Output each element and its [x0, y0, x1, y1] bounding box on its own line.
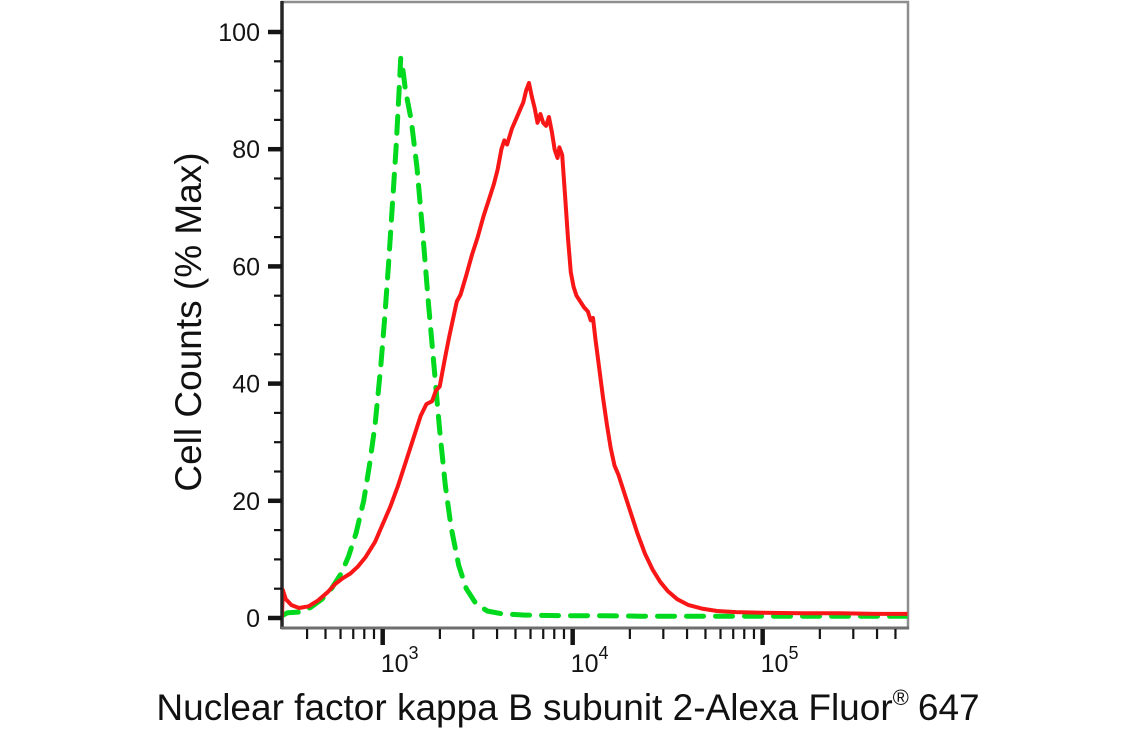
plot-border: [280, 0, 910, 630]
x-tick-label-1000: 103: [381, 643, 419, 678]
registered-trademark-symbol: ®: [892, 685, 909, 710]
x-axis-title: Nuclear factor kappa B subunit 2-Alexa F…: [0, 685, 1136, 729]
y-tick-label-20: 20: [232, 488, 260, 516]
y-tick-label-60: 60: [232, 253, 260, 281]
red-solid-curve: [283, 81, 908, 618]
y-tick-label-40: 40: [232, 371, 260, 399]
y-tick-label-100: 100: [218, 19, 260, 47]
y-tick-label-80: 80: [232, 136, 260, 164]
x-tick-label-100000: 105: [761, 643, 799, 678]
green-dashed-curve: [283, 55, 908, 619]
y-tick-label-0: 0: [246, 605, 260, 633]
x-axis-title-suffix: 647: [917, 687, 980, 728]
x-tick-label-10000: 104: [571, 643, 609, 678]
x-axis-title-main: Nuclear factor kappa B subunit 2-Alexa F…: [156, 687, 893, 728]
y-axis-title: Cell Counts (% Max): [168, 152, 209, 491]
